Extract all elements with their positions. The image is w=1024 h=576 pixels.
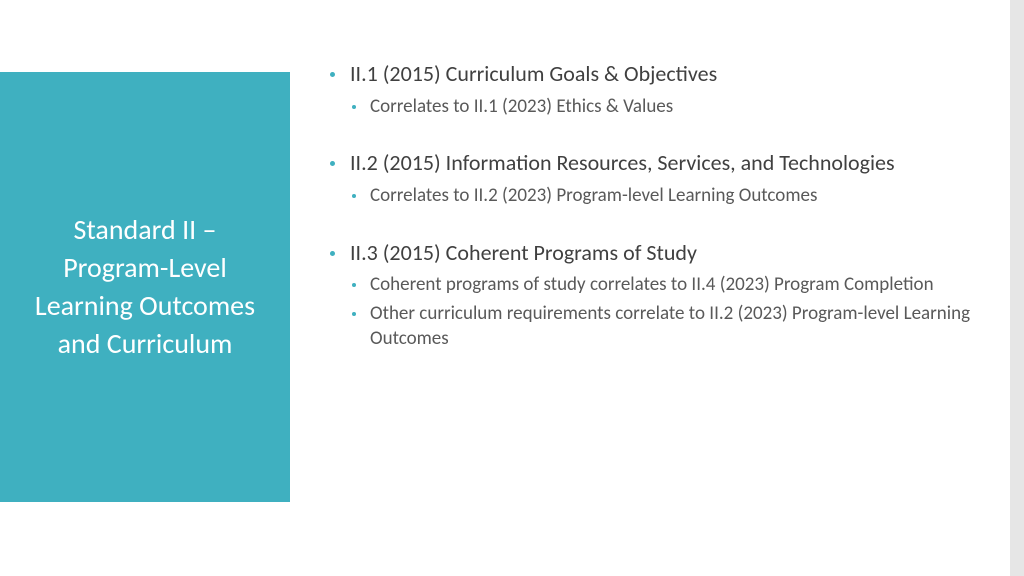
sub-bullet: Other curriculum requirements correlate … [330,302,988,351]
sub-bullet: Correlates to II.1 (2023) Ethics & Value… [330,95,988,120]
bullet-group: II.2 (2015) Information Resources, Servi… [330,149,988,208]
slide: Standard II – Program-Level Learning Out… [0,0,1024,576]
right-accent-bar [1010,0,1024,576]
slide-title: Standard II – Program-Level Learning Out… [18,211,272,362]
bullet-group: II.3 (2015) Coherent Programs of Study Co… [330,239,988,352]
content-area: II.1 (2015) Curriculum Goals & Objective… [290,0,1024,576]
sub-bullet: Correlates to II.2 (2023) Program-level … [330,184,988,209]
sub-bullet: Coherent programs of study correlates to… [330,273,988,298]
bullet-group: II.1 (2015) Curriculum Goals & Objective… [330,60,988,119]
main-bullet: II.3 (2015) Coherent Programs of Study [330,239,988,268]
title-panel: Standard II – Program-Level Learning Out… [0,72,290,502]
main-bullet: II.1 (2015) Curriculum Goals & Objective… [330,60,988,89]
main-bullet: II.2 (2015) Information Resources, Servi… [330,149,988,178]
